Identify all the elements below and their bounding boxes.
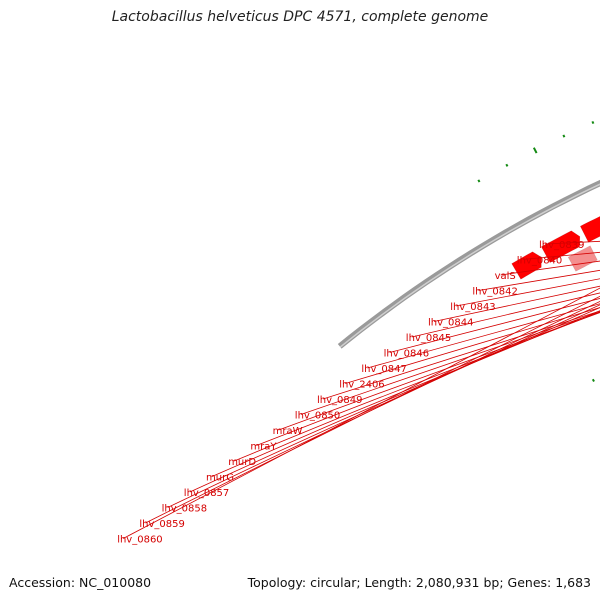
genome-backbone — [337, 179, 600, 349]
gene-leader-line — [433, 285, 600, 322]
gene-label[interactable]: lhv_2406 — [339, 380, 384, 391]
gene-leader-line — [278, 312, 600, 431]
gene-label[interactable]: lhv_0857 — [184, 488, 229, 499]
outer-tick — [591, 120, 595, 125]
gene-label[interactable]: mraY — [250, 442, 277, 453]
outer-tick — [477, 179, 481, 183]
genome-title: Lactobacillus helveticus DPC 4571, compl… — [111, 9, 489, 25]
gene-leader-line — [167, 300, 600, 508]
genome-backbone-highlight — [339, 183, 600, 348]
gene-leader-line — [234, 310, 600, 462]
gene-leader-line — [456, 278, 600, 307]
gene-label[interactable]: lhv_0839 — [539, 240, 584, 251]
outer-tick — [532, 147, 538, 154]
gene-leader-line — [256, 311, 600, 446]
gene-leader-line — [123, 287, 600, 539]
gene-label[interactable]: lhv_0860 — [117, 535, 162, 546]
gene-label[interactable]: lhv_0842 — [472, 287, 517, 298]
gene-label[interactable]: lhv_0843 — [450, 302, 495, 313]
gene-leader-line — [189, 304, 600, 493]
gene-label[interactable]: valS — [495, 271, 516, 282]
inner-tick — [591, 378, 595, 382]
outer-tick — [562, 134, 566, 138]
genome-summary: Topology: circular; Length: 2,080,931 bp… — [247, 575, 591, 590]
gene-leader-line — [211, 307, 600, 477]
gene-leader-line — [389, 298, 600, 353]
gene-arrow — [540, 230, 581, 264]
gene-leader-line — [300, 311, 600, 415]
gene-arrow — [579, 216, 600, 243]
cog-block — [567, 245, 598, 272]
gene-label[interactable]: lhv_0849 — [317, 395, 362, 406]
gene-leader-line — [322, 310, 600, 400]
gene-label[interactable]: lhv_0844 — [428, 318, 473, 329]
gene-label[interactable]: mraW — [273, 426, 303, 437]
gene-label[interactable]: lhv_0845 — [406, 333, 451, 344]
gene-label[interactable]: murD — [228, 457, 256, 468]
outer-tick — [505, 163, 509, 167]
accession-label: Accession: NC_010080 — [9, 575, 152, 590]
gene-label[interactable]: lhv_0840 — [517, 256, 562, 267]
gene-label[interactable]: lhv_0846 — [384, 349, 429, 360]
gene-leader-line — [145, 295, 600, 524]
gene-label[interactable]: lhv_0859 — [139, 519, 184, 530]
gene-leader-line — [411, 292, 600, 338]
gene-leader-line — [345, 307, 600, 384]
gene-label[interactable]: lhv_0847 — [361, 364, 406, 375]
gene-leader-line — [367, 303, 600, 369]
gene-label[interactable]: lhv_0858 — [162, 504, 207, 515]
gene-leader-line — [478, 269, 600, 291]
